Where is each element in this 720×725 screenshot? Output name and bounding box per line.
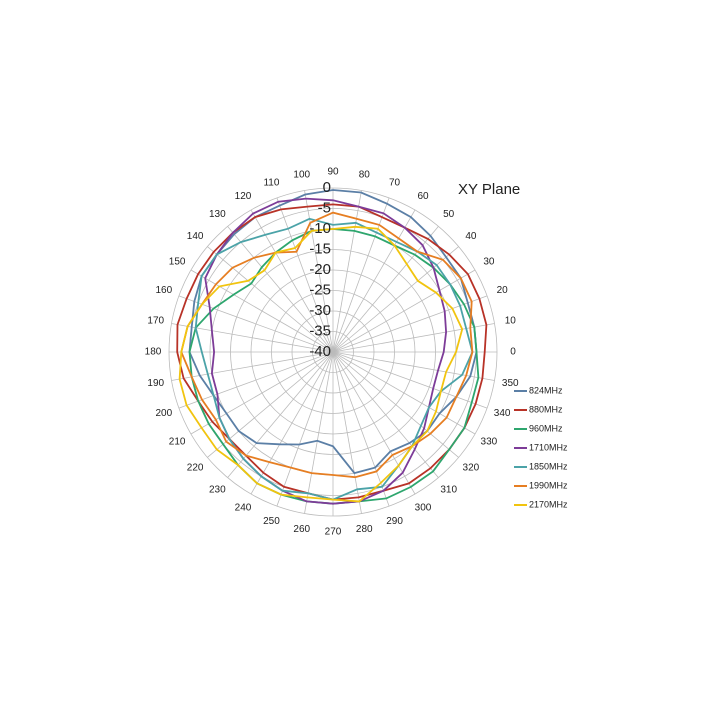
spoke [332,246,459,353]
spoke [227,351,334,478]
angle-label: 300 [415,503,432,514]
legend-label: 880MHz [529,404,563,414]
angle-label: 170 [147,315,164,326]
angle-label: 90 [327,167,339,178]
spoke [332,323,495,353]
spoke [332,190,362,353]
spoke [332,295,488,353]
angle-label: 120 [235,191,252,202]
angle-label: 140 [187,231,204,242]
angle-label: 60 [417,191,429,202]
legend-label: 2170MHz [529,499,568,509]
angle-label: 40 [465,231,477,242]
radial-tick-label: -25 [309,281,331,298]
legend-label: 1850MHz [529,461,568,471]
angle-label: 240 [235,503,252,514]
spoke [178,351,334,409]
spoke [250,351,334,495]
spoke [332,351,488,409]
legend-label: 824MHz [529,385,563,395]
spoke [332,197,390,353]
angle-label: 20 [497,285,509,296]
radial-tick-label: -35 [309,322,331,339]
spoke [332,351,495,381]
angle-label: 70 [389,177,401,188]
spoke [332,351,362,514]
spoke [332,351,416,495]
legend-label: 1990MHz [529,480,568,490]
spoke [207,246,334,353]
angle-label: 110 [263,177,279,188]
angle-label: 80 [359,169,371,180]
spoke [276,351,334,507]
radial-tick-label: -10 [309,220,331,237]
series-line [204,197,448,505]
spoke [332,269,476,353]
legend-label: 960MHz [529,423,563,433]
angle-label: 150 [169,257,186,268]
angle-label: 200 [156,408,173,419]
angle-label: 270 [325,527,342,538]
spoke [250,209,334,353]
spoke [332,351,459,458]
chart-title: XY Plane [458,181,520,198]
angle-label: 330 [481,437,498,448]
spoke [190,269,334,353]
spoke [171,323,334,353]
angle-label: 0 [510,347,516,358]
spoke [276,197,334,353]
angle-label: 190 [147,378,164,389]
angle-label: 130 [209,209,226,220]
angle-label: 180 [145,347,162,358]
angle-label: 10 [505,315,517,326]
series-line [178,225,464,503]
radial-tick-label: -15 [309,240,331,257]
spoke [227,226,334,353]
angle-label: 320 [463,462,480,473]
spoke [304,190,334,353]
radial-tick-label: -20 [309,261,331,278]
radial-tick-label: -5 [318,199,331,216]
angle-label: 250 [263,516,280,527]
legend-label: 1710MHz [529,442,568,452]
spoke [332,351,476,435]
angle-label: 230 [209,485,226,496]
spoke [332,226,439,353]
angle-label: 50 [443,209,455,220]
spoke [178,295,334,353]
radial-tick-label: -40 [309,343,331,360]
angle-label: 220 [187,462,204,473]
angle-label: 30 [483,257,495,268]
radial-tick-label: 0 [323,179,331,196]
spoke [304,351,334,514]
spoke [332,351,390,507]
angle-label: 260 [293,524,310,535]
spoke [190,351,334,435]
spoke [332,209,416,353]
angle-label: 100 [293,169,310,180]
angle-label: 210 [169,437,186,448]
angle-label: 280 [356,524,373,535]
radial-tick-label: -30 [309,302,331,319]
angle-label: 340 [494,408,511,419]
angle-label: 290 [386,516,403,527]
angle-label: 160 [156,285,173,296]
spoke [171,351,334,381]
spoke [332,351,439,478]
angle-label: 350 [502,378,519,389]
spoke [207,351,334,458]
angle-label: 310 [440,485,457,496]
